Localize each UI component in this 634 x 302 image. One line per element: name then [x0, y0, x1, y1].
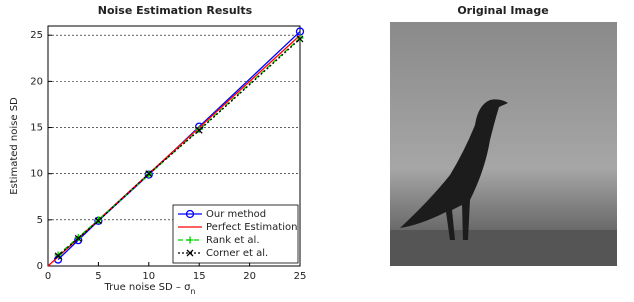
- y-axis-label: Estimated noise SD: [9, 97, 20, 195]
- chart-title: Noise Estimation Results: [98, 4, 253, 17]
- figure: Noise Estimation Results Original Image …: [0, 0, 634, 302]
- y-tick-label: 0: [37, 261, 43, 272]
- image-title: Original Image: [457, 4, 548, 17]
- x-tick-label: 0: [45, 271, 51, 282]
- legend-label: Our method: [206, 209, 266, 220]
- x-tick-label: 15: [193, 271, 206, 282]
- x-axis-label: True noise SD – σn: [103, 282, 195, 296]
- legend-label: Perfect Estimation: [206, 222, 297, 233]
- legend: Our method Perfect Estimation Rank et al. C…: [173, 205, 298, 263]
- x-tick-label: 5: [95, 271, 101, 282]
- y-tick-label: 20: [30, 76, 43, 87]
- legend-label: Corner et al.: [206, 248, 268, 259]
- x-tick-label: 20: [243, 271, 256, 282]
- y-tick-label: 25: [30, 30, 43, 41]
- y-tick-label: 5: [37, 215, 43, 226]
- photo: [390, 22, 617, 266]
- x-tick-label: 10: [142, 271, 155, 282]
- y-tick-label: 10: [30, 169, 43, 180]
- legend-label: Rank et al.: [206, 235, 260, 246]
- x-tick-label: 25: [294, 271, 307, 282]
- y-tick-label: 15: [30, 123, 43, 134]
